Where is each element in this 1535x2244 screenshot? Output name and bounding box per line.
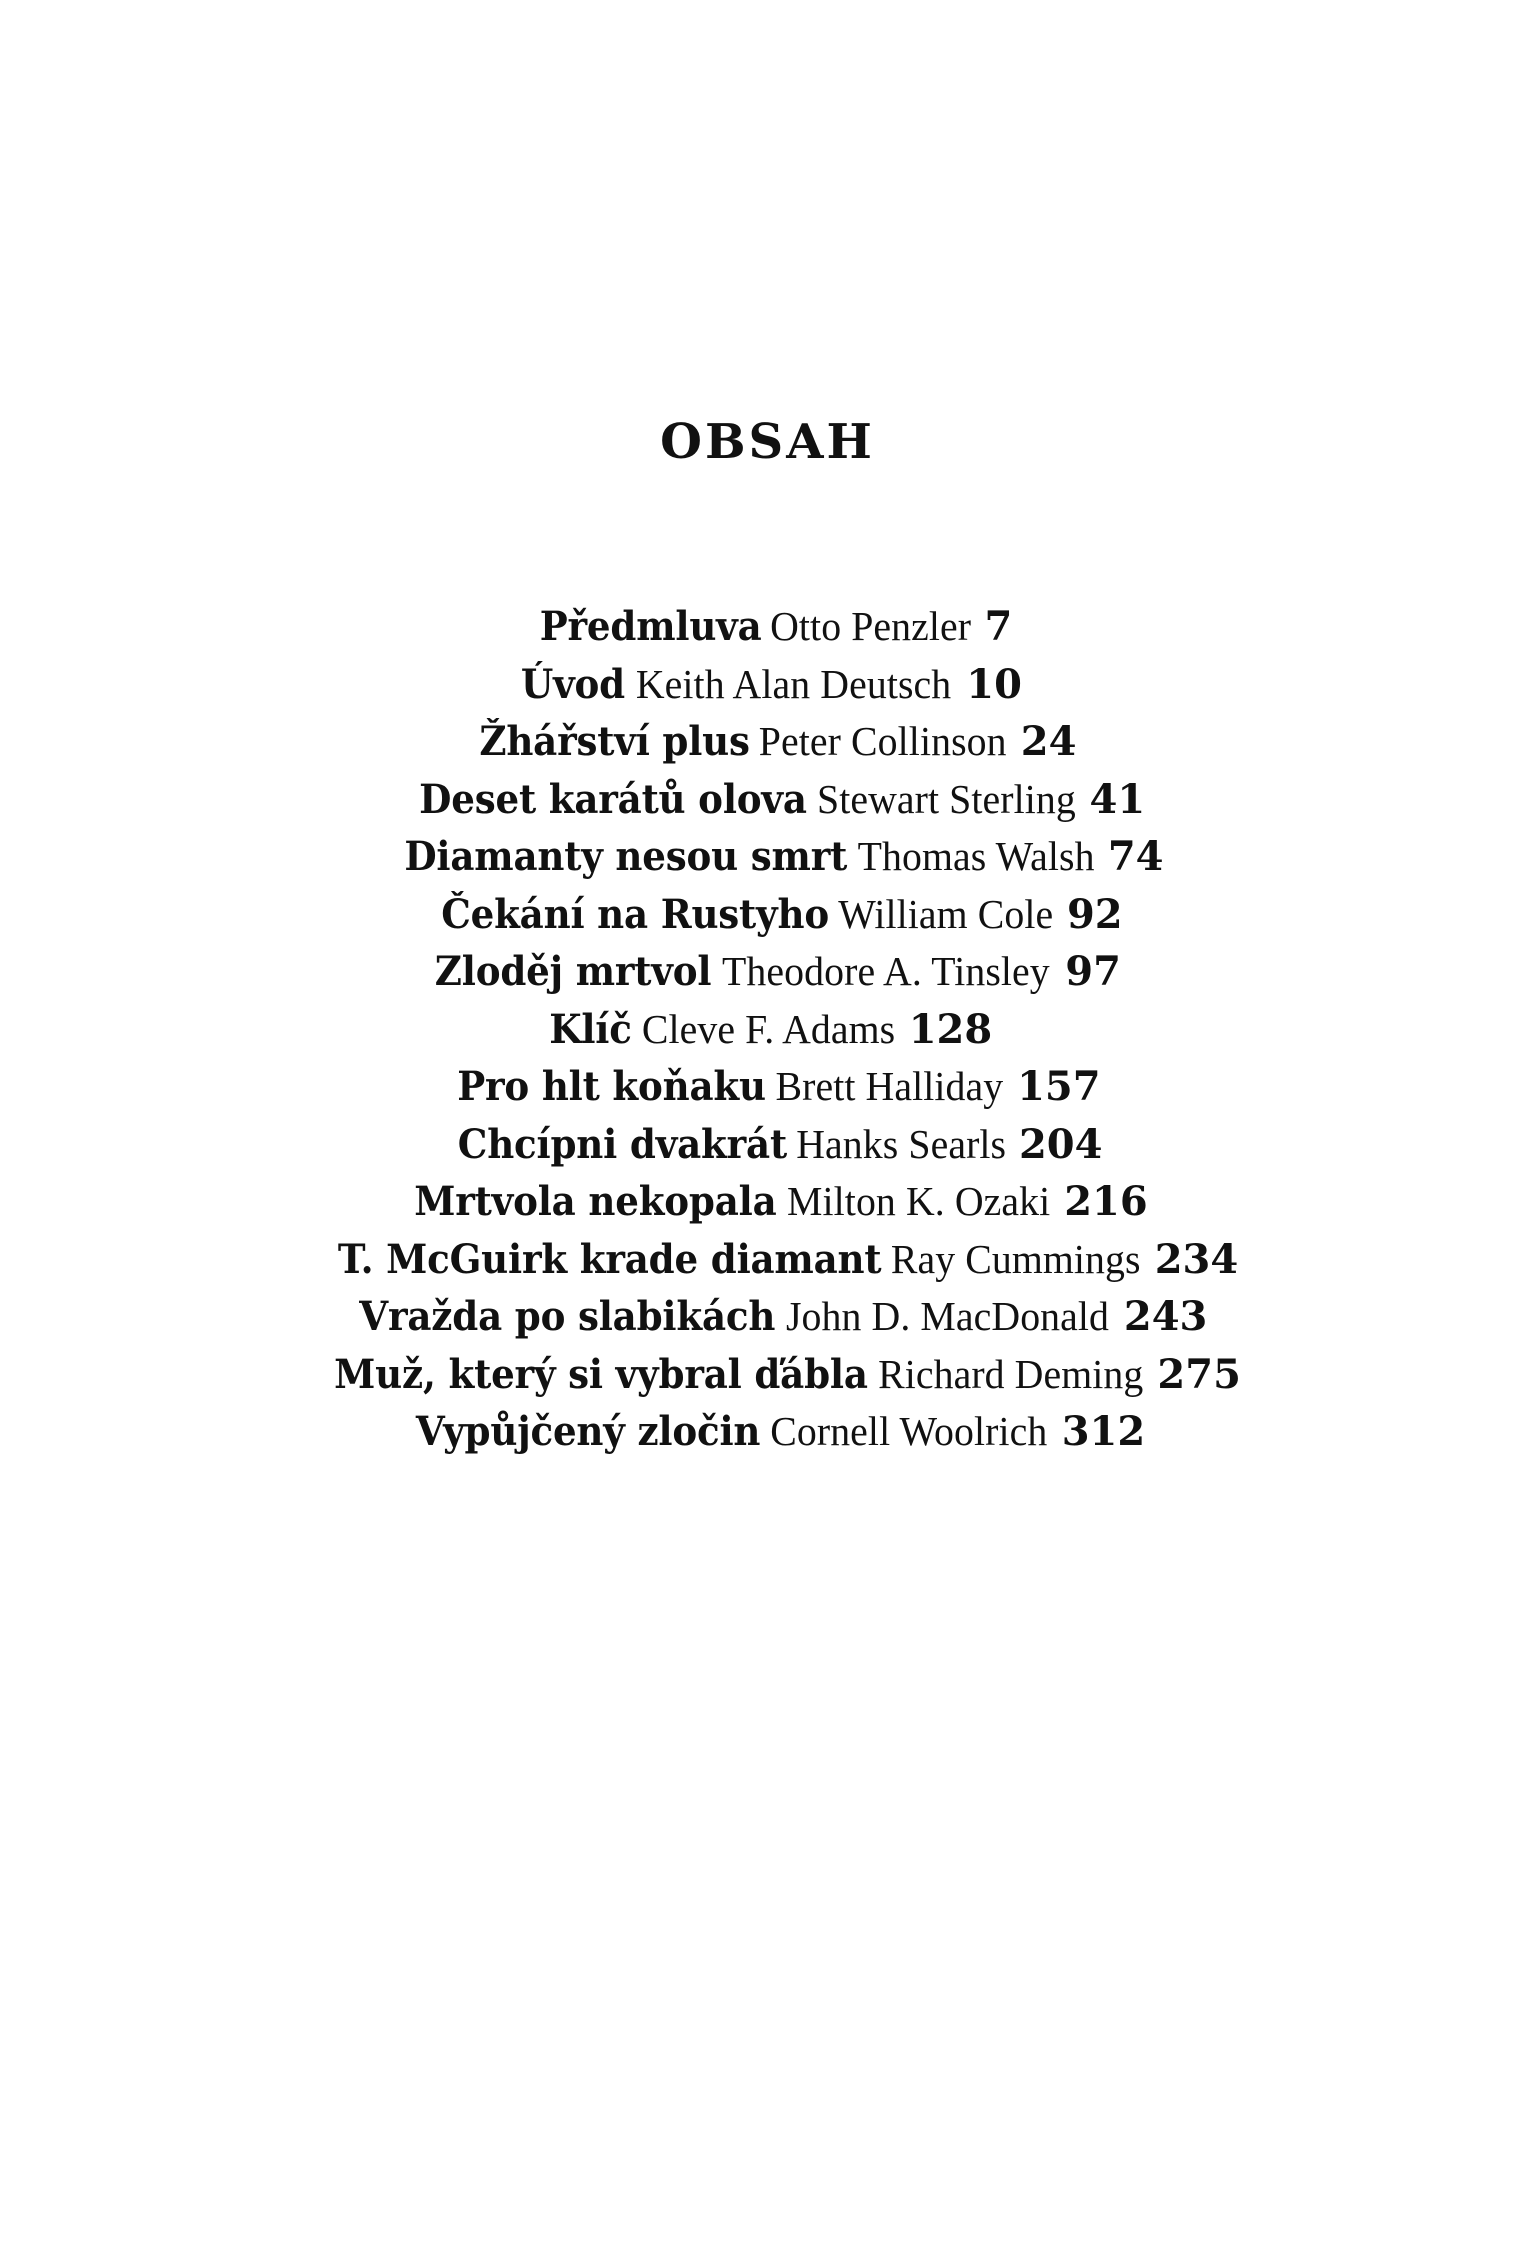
toc-entry-author: Milton K. Ozaki [786,1178,1051,1224]
toc-entry-page-number: 10 [966,660,1022,708]
toc-entry-page-number: 74 [1107,833,1164,880]
toc-entry-title: Vražda po slabikách [358,1293,775,1340]
toc-entry-author: Keith Alan Deutsch [635,660,952,707]
toc-entry[interactable]: Čekání na Rustyho William Cole 92 [0,886,1535,944]
toc-entry[interactable]: T. McGuirk krade diamant Ray Cummings 23… [0,1231,1535,1289]
toc-entry-author: Cleve F. Adams [641,1005,895,1052]
toc-entry-page-number: 204 [1018,1120,1103,1168]
toc-entry[interactable]: Předmluva Otto Penzler 7 [0,598,1535,656]
toc-entry-title: Chcípni dvakrát [457,1120,787,1168]
toc-entry-author: John D. MacDonald [785,1293,1109,1339]
toc-entry-title: Mrtvola nekopala [414,1178,777,1225]
toc-entry[interactable]: Chcípni dvakrát Hanks Searls 204 [0,1116,1535,1174]
toc-entry[interactable]: Klíč Cleve F. Adams 128 [0,1001,1535,1059]
toc-entry[interactable]: Žhářství plus Peter Collinson 24 [0,713,1535,771]
toc-entry-author: Theodore A. Tinsley [722,948,1051,994]
toc-entry-author: William Cole [838,890,1054,937]
page-title: OBSAH [660,414,875,471]
toc-entry-title: Vypůjčený zločin [415,1408,761,1455]
toc-entry-title: Předmluva [539,603,762,650]
toc-entry-title: T. McGuirk krade diamant [337,1235,882,1283]
toc-entry[interactable]: Úvod Keith Alan Deutsch 10 [0,656,1535,714]
toc-entry-title: Deset karátů olova [418,775,807,823]
toc-entry[interactable]: Vypůjčený zločin Cornell Woolrich 312 [0,1403,1535,1461]
toc-entry-page-number: 243 [1123,1293,1208,1340]
toc-entry-page-number: 234 [1154,1235,1239,1283]
toc-entry-author: Otto Penzler [770,603,972,649]
toc-entry-page-number: 128 [908,1005,993,1053]
toc-entry[interactable]: Diamanty nesou smrt Thomas Walsh 74 [0,828,1535,886]
toc-entry-page-number: 97 [1065,948,1121,995]
toc-entry-author: Ray Cummings [891,1235,1141,1282]
toc-entry-title: Muž, který si vybral ďábla [334,1350,868,1398]
toc-entry-page-number: 275 [1157,1350,1241,1398]
toc-entry-author: Richard Deming [877,1350,1144,1397]
toc-entry-author: Brett Halliday [775,1063,1004,1109]
toc-entry-title: Čekání na Rustyho [441,890,830,938]
toc-entry-author: Cornell Woolrich [770,1408,1048,1454]
toc-entry-title: Pro hlt koňaku [457,1063,767,1110]
toc-entry-title: Diamanty nesou smrt [404,833,848,880]
toc-entry[interactable]: Pro hlt koňaku Brett Halliday 157 [0,1058,1535,1116]
toc-entry-page-number: 312 [1061,1408,1146,1455]
toc-entry-page-number: 7 [984,603,1013,650]
toc-entry-author: Thomas Walsh [857,833,1095,879]
toc-entry-page-number: 216 [1064,1178,1148,1225]
toc-entry-title: Klíč [548,1005,632,1053]
toc-entry-page-number: 41 [1089,775,1146,823]
toc-entry[interactable]: Zloděj mrtvol Theodore A. Tinsley 97 [0,943,1535,1001]
toc-entry[interactable]: Vražda po slabikách John D. MacDonald 24… [0,1288,1535,1346]
toc-entry[interactable]: Deset karátů olova Stewart Sterling 41 [0,771,1535,829]
toc-entry[interactable]: Muž, který si vybral ďábla Richard Demin… [0,1346,1535,1404]
toc-entry-title: Zloděj mrtvol [434,948,712,995]
toc-entry-list: Předmluva Otto Penzler 7 Úvod Keith Alan … [0,598,1535,1461]
toc-entry-title: Úvod [520,660,626,708]
toc-entry-page-number: 92 [1066,890,1123,938]
toc-entry-page-number: 24 [1020,718,1077,765]
toc-entry-author: Stewart Sterling [816,775,1076,822]
toc-entry[interactable]: Mrtvola nekopala Milton K. Ozaki 216 [0,1173,1535,1231]
toc-entry-title: Žhářství plus [478,718,750,765]
toc-entry-page-number: 157 [1017,1063,1101,1110]
toc-entry-author: Hanks Searls [795,1120,1006,1167]
toc-entry-author: Peter Collinson [759,718,1007,764]
